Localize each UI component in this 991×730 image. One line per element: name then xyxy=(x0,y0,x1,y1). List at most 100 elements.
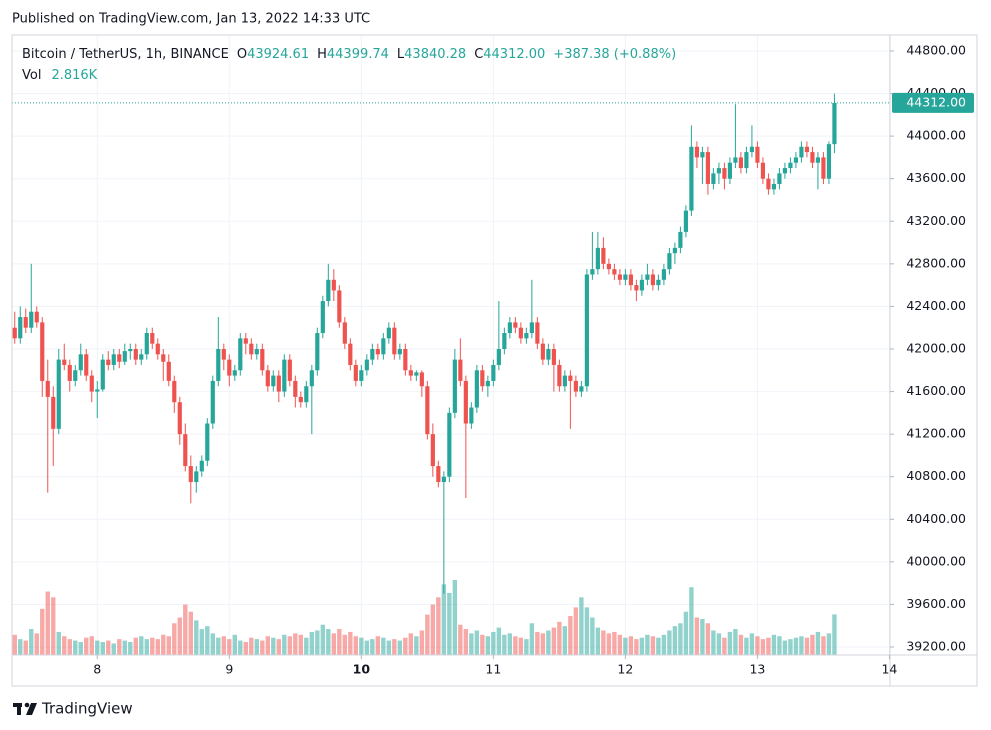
candle-body xyxy=(595,247,600,270)
candle-body xyxy=(128,348,133,352)
candle-body xyxy=(766,178,771,190)
x-tick-label: 14 xyxy=(881,662,897,677)
candle-body xyxy=(667,253,672,270)
volume-bar xyxy=(342,634,348,655)
candle-body xyxy=(777,173,782,185)
logo-stem xyxy=(17,703,21,715)
candle-body xyxy=(782,168,788,174)
candle-body xyxy=(441,476,446,483)
x-tick-label: 8 xyxy=(93,662,101,677)
candle-body xyxy=(29,311,34,328)
volume-bar xyxy=(216,637,221,655)
candle-body xyxy=(199,460,204,472)
change: +387.38 (+0.88%) xyxy=(553,47,676,62)
volume-bar xyxy=(183,604,188,655)
candle-body xyxy=(315,333,320,371)
volume-bar xyxy=(777,636,782,655)
high-label: H xyxy=(317,47,327,62)
candle-body xyxy=(408,370,413,376)
volume-bar xyxy=(733,629,738,655)
volume-bar xyxy=(722,637,727,655)
logo xyxy=(13,702,37,715)
candle-body xyxy=(414,372,419,376)
volume-bar xyxy=(276,639,282,655)
volume-bar xyxy=(804,637,810,655)
candle-body xyxy=(562,375,567,387)
candle-body xyxy=(216,348,221,381)
candle-body xyxy=(331,279,336,291)
volume-bar xyxy=(562,626,568,655)
volume-bar xyxy=(128,642,133,655)
candle-body xyxy=(122,351,127,362)
candle-body xyxy=(535,322,540,344)
logo-slash xyxy=(26,703,37,715)
volume-bar xyxy=(716,633,722,655)
volume-bar xyxy=(139,636,144,655)
volume-bar xyxy=(111,643,116,655)
y-tick-label: 42000.00 xyxy=(906,340,966,355)
volume-bar xyxy=(309,631,315,655)
last-price-box xyxy=(892,92,974,113)
candle-body xyxy=(276,375,281,392)
volume-bar xyxy=(51,597,56,655)
volume-bar xyxy=(452,580,458,655)
volume-bar xyxy=(106,640,111,655)
candle-body xyxy=(293,380,298,397)
volume-bar xyxy=(430,604,436,655)
volume-bar xyxy=(606,633,612,655)
symbol: Bitcoin / TetherUS, 1h, BINANCE xyxy=(22,47,229,62)
volume-bar xyxy=(689,587,694,655)
candle-body xyxy=(573,380,578,392)
volume-bar xyxy=(749,633,755,655)
candle-body xyxy=(364,359,369,371)
volume-bar xyxy=(254,639,260,655)
candle-body xyxy=(397,348,402,355)
candle-body xyxy=(430,434,435,467)
candle-body xyxy=(452,359,457,413)
volume-bar xyxy=(628,636,634,655)
candle-body xyxy=(155,343,160,355)
volume-bar xyxy=(199,629,204,655)
volume-bar xyxy=(155,639,160,655)
candle-body xyxy=(738,157,744,169)
volume-bar xyxy=(260,640,265,655)
candle-body xyxy=(298,396,303,403)
volume-bar xyxy=(557,621,562,655)
volume-bar xyxy=(584,607,590,655)
candle-body xyxy=(821,157,826,179)
candle-body xyxy=(557,364,562,387)
volume-bar xyxy=(67,639,72,655)
volume-bar xyxy=(535,631,540,655)
volume-bar xyxy=(639,637,645,655)
candle-body xyxy=(727,162,733,179)
y-tick-label: 40000.00 xyxy=(906,553,966,568)
y-tick-label: 39600.00 xyxy=(906,596,966,611)
candle-body xyxy=(238,338,243,371)
y-tick-label: 41200.00 xyxy=(906,426,966,441)
y-tick-label: 44800.00 xyxy=(906,42,966,57)
candle-body xyxy=(419,372,424,387)
candle-body xyxy=(716,168,722,174)
volume-bar xyxy=(34,633,39,655)
open-value: 43924.61 xyxy=(247,47,309,62)
volume-bar xyxy=(205,626,210,655)
candle-body xyxy=(177,402,182,435)
volume-bar xyxy=(458,624,463,655)
volume-bar xyxy=(23,640,28,655)
volume-bar xyxy=(271,637,276,655)
volume-bar xyxy=(755,636,760,655)
volume-bar xyxy=(502,634,507,655)
volume-bar xyxy=(353,636,359,655)
volume-bar xyxy=(672,626,678,655)
volume-bar xyxy=(172,623,177,655)
volume-bar xyxy=(133,637,138,655)
candle-body xyxy=(524,333,529,339)
candle-body xyxy=(540,343,545,360)
candle-body xyxy=(309,370,314,387)
volume-bar xyxy=(601,630,606,655)
volume-bar xyxy=(243,642,249,655)
volume-bar xyxy=(546,630,551,655)
candle-body xyxy=(342,322,347,344)
volume-bar xyxy=(529,623,535,655)
candle-body xyxy=(810,152,815,163)
